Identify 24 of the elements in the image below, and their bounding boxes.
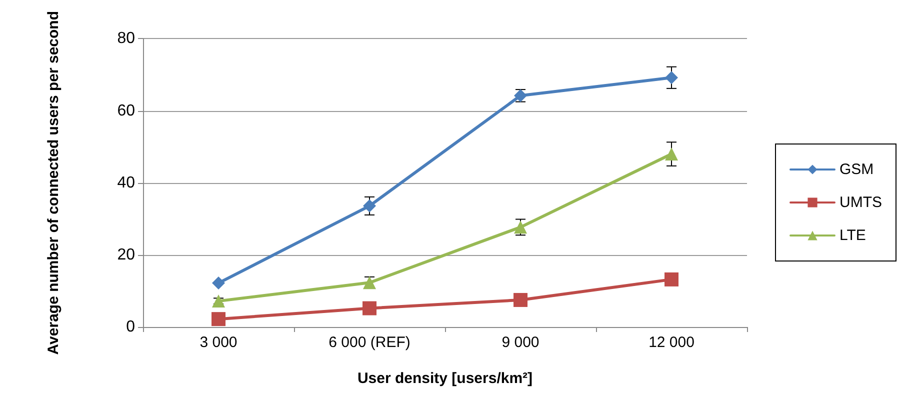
y-tick-label: 20 [117,246,136,264]
point [664,272,678,286]
legend-label: LTE [840,227,866,244]
y-axis-title: Average number of connected users per second [45,10,62,355]
x-tick-label: 9 000 [502,334,540,351]
point [212,312,226,326]
x-tick-label: 6 000 (REF) [328,334,410,351]
point [363,276,376,290]
x-tick-label: 3 000 [200,334,238,351]
y-tick-label: 0 [126,318,136,336]
point [514,292,528,307]
x-tick-label: 12 000 [648,334,694,351]
point [212,276,225,290]
point [665,148,678,161]
point [362,301,376,316]
y-tick-label: 60 [117,102,136,120]
legend-label: UMTS [840,194,882,211]
point [212,294,225,308]
y-tick-label: 40 [117,174,136,192]
point [363,199,376,212]
y-tick-label: 80 [117,30,136,48]
x-axis-title: User density [users/km²] [357,370,533,387]
point [665,71,678,84]
legend-label: GSM [840,161,874,178]
